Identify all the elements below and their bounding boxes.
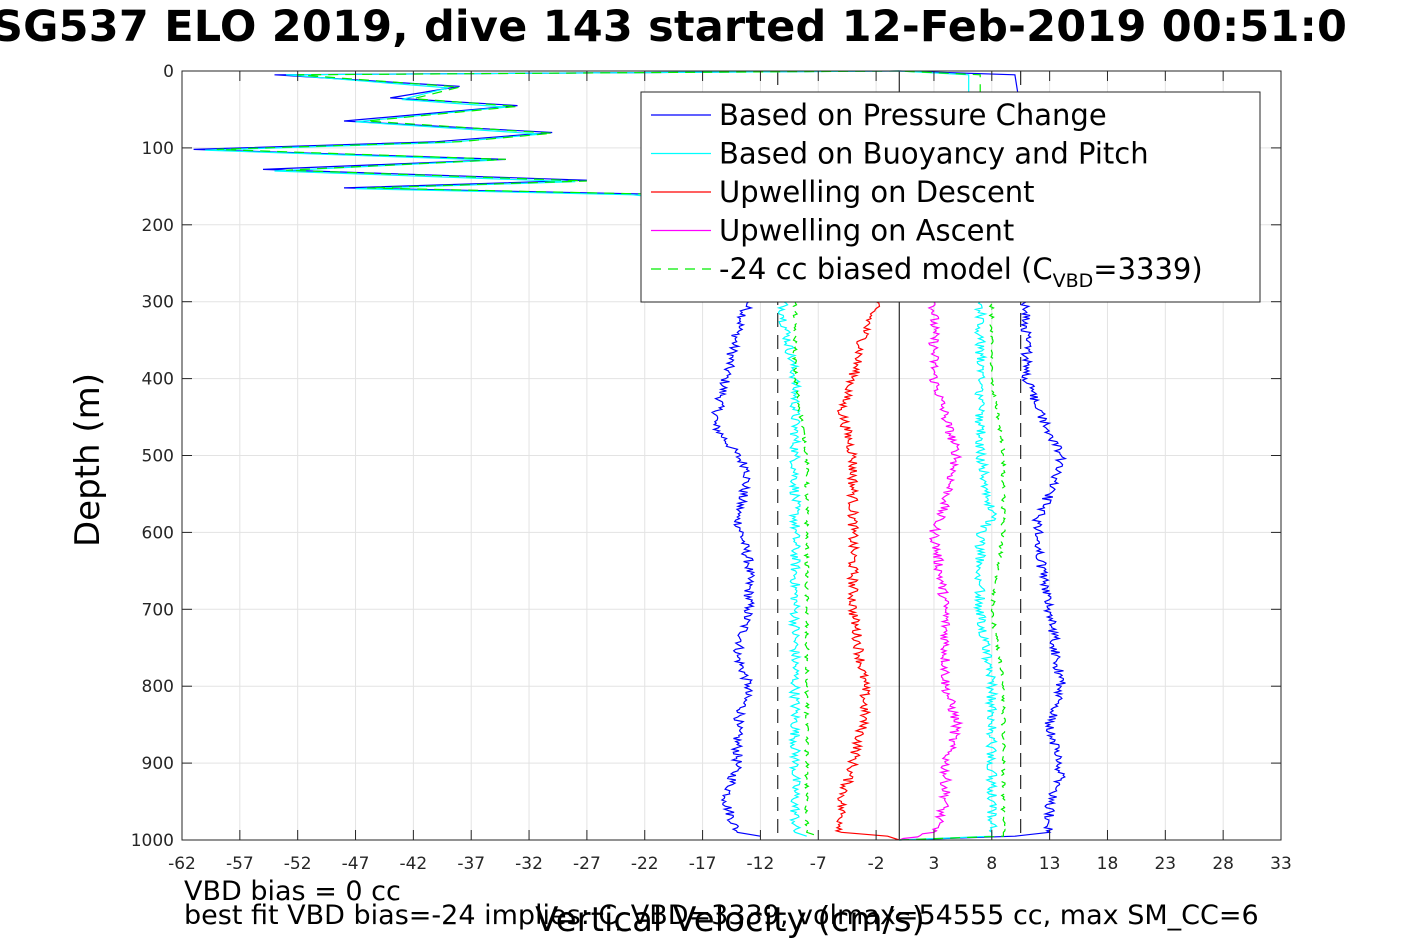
x-tick-label: -62 [168, 854, 196, 874]
y-tick-label: 600 [142, 523, 174, 543]
series-line [898, 301, 964, 841]
series-line-ascent [899, 70, 1068, 841]
legend-entry-label: Based on Buoyancy and Pitch [719, 137, 1149, 171]
y-tick-label: 100 [142, 139, 174, 159]
x-tick-label: -27 [573, 854, 601, 874]
x-tick-label: -22 [631, 854, 659, 874]
footer-bias-text: VBD bias = 0 cc [184, 876, 401, 907]
x-tick-label: -7 [810, 854, 827, 874]
y-tick-label: 400 [142, 370, 174, 390]
y-tick-label: 1000 [131, 831, 174, 851]
y-tick-label: 500 [142, 447, 174, 467]
y-tick-label: 800 [142, 677, 174, 697]
x-tick-label: -57 [226, 854, 254, 874]
x-tick-label: 23 [1154, 854, 1176, 874]
legend-entry-label: Based on Pressure Change [719, 98, 1107, 132]
y-tick-label: 700 [142, 600, 174, 620]
y-tick-label: 300 [142, 293, 174, 313]
x-tick-labels: -62 -57 -52 -47 -42 -37 -32 -27 -22 -17 -12 -7 -2 3 8 1… [168, 71, 1292, 874]
x-tick-label: -52 [284, 854, 312, 874]
y-tick-labels: 0 100 200 300 400 500 600 700 800 900 1000 [131, 62, 1281, 851]
x-tick-label: 8 [986, 854, 997, 874]
legend-subscript: VBD [1053, 270, 1094, 292]
y-tick-label: 0 [163, 62, 174, 82]
legend: Based on Pressure Change Based on Buoyanc… [640, 91, 1261, 303]
x-tick-label: -37 [457, 854, 485, 874]
legend-entry-label: -24 cc biased model (CVBD=3339) [719, 252, 1203, 292]
x-tick-label: -17 [689, 854, 717, 874]
x-tick-label: 28 [1212, 854, 1234, 874]
x-tick-label: 33 [1270, 854, 1292, 874]
x-tick-label: -47 [342, 854, 370, 874]
legend-box [640, 91, 1261, 303]
y-axis-label: Depth (m) [68, 372, 108, 548]
x-axis-label: Vertical Velocity (cm/s) [535, 900, 925, 940]
y-tick-label: 900 [142, 754, 174, 774]
series-line-descent [216, 70, 900, 837]
x-tick-label: 3 [929, 854, 940, 874]
chart-title: SG537 ELO 2019, dive 143 started 12-Feb-… [0, 2, 1348, 52]
legend-entry-label: Upwelling on Ascent [719, 214, 1014, 248]
x-tick-label: -32 [515, 854, 543, 874]
y-tick-label: 200 [142, 216, 174, 236]
x-tick-label: 18 [1097, 854, 1119, 874]
series-line-ascent [899, 70, 999, 841]
series-line [834, 301, 900, 841]
x-tick-label: -42 [399, 854, 427, 874]
legend-entry-label: Upwelling on Descent [719, 175, 1035, 209]
x-tick-label: -12 [747, 854, 775, 874]
footer-fit-text: best fit VBD bias=-24 implies: C_VBD=333… [184, 900, 1259, 931]
legend-entry-tail: =3339) [1093, 252, 1202, 286]
series-line-ascent [899, 70, 1007, 841]
x-tick-label: 13 [1039, 854, 1061, 874]
x-tick-label: -2 [868, 854, 885, 874]
